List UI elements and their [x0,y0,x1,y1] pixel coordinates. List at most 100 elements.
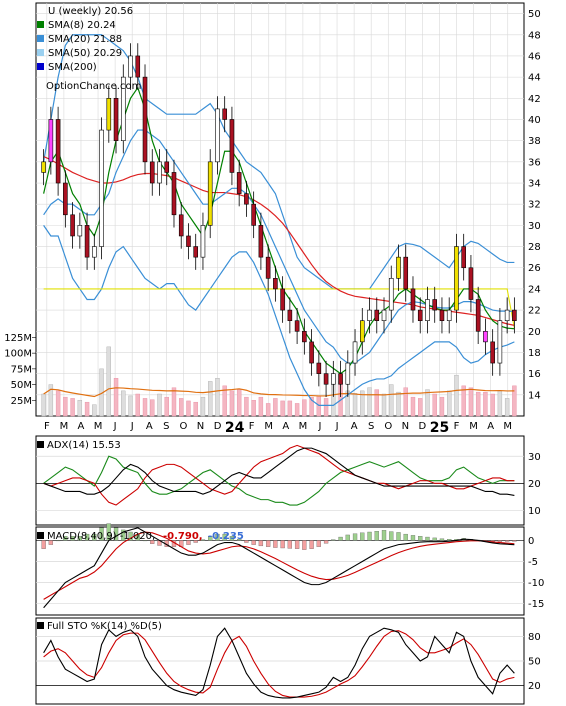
candle-body [403,256,409,290]
macd-histogram-bar [316,540,321,547]
panel-tick-label: -15 [528,599,544,610]
time-axis-label: M [60,421,69,432]
price-tick-label: 34 [528,179,541,190]
volume-bar [447,390,452,417]
macd-histogram-bar [77,536,82,541]
candle-body [164,161,170,173]
macd-histogram-bar [200,539,206,541]
price-tick-label: 16 [528,369,541,380]
candle-body [280,288,285,311]
time-axis-label: J [335,421,339,432]
volume-bar [512,385,517,417]
candle-body [504,309,510,321]
macd-swatch-icon [37,532,44,539]
macd-histogram-bar [186,540,191,545]
price-tick-label: 14 [528,390,541,401]
volume-bar [294,403,300,417]
volume-bar [222,385,227,417]
volume-bar [121,390,126,417]
time-axis-label: M [299,421,308,432]
adx-label: ADX(14) 15.53 [47,440,121,451]
macd-histogram-bar [367,531,372,541]
volume-bar [48,384,54,417]
time-axis-label: M [503,421,512,432]
time-axis-label: F [454,421,460,432]
volume-bar [483,391,488,417]
price-tick-label: 32 [528,200,541,211]
legend-sma8: SMA(8) 20.24 [48,20,116,31]
macd-histogram-bar [504,540,510,542]
macd-histogram-bar [432,537,437,541]
macd-histogram-bar [294,540,300,549]
candle-body [432,299,438,311]
volume-bar [323,398,329,417]
macd-histogram-bar [142,540,148,542]
volume-bar [63,396,68,417]
volume-tick-label: 75M [11,364,32,375]
candle-body [359,320,365,343]
candle-body [345,362,351,385]
candle-body [258,225,264,258]
time-axis-label: M [264,421,273,432]
candle-body [352,341,358,364]
candle-body [157,161,162,184]
macd-label: MACD(8,40,9) -1.020, [47,531,155,542]
candle-body [497,320,503,364]
volume-bar [41,393,46,417]
sto-swatch-icon [37,622,44,629]
volume-bar [236,389,242,417]
volume-bar [135,393,140,417]
candle-body [251,203,256,226]
time-axis-label: A [487,421,494,432]
candle-body [128,55,133,78]
candle-body [316,362,322,374]
panel-tick-label: 0 [528,536,534,547]
macd-hist-value: -0.235 [208,531,244,542]
volume-bar [374,389,379,417]
macd-histogram-bar [381,530,387,541]
candle-body [149,161,155,184]
volume-bar [367,387,372,417]
candle-body [468,267,474,300]
volume-bar [454,374,459,417]
macd-histogram-bar [352,533,358,541]
volume-tick-label: 50M [11,380,32,391]
candle-body [63,182,68,216]
adx-lines [43,444,515,506]
sma8-swatch-icon [37,21,44,28]
volume-bar [461,385,466,417]
time-axis-label: A [146,421,153,432]
volume-bar [77,400,83,417]
macd-histogram-bar [302,540,307,550]
candle-body [265,256,271,279]
volume-bar [497,390,503,417]
time-axis-label: O [179,421,187,432]
price-tick-label: 48 [528,30,541,41]
time-axis-label: F [44,421,50,432]
candle-body [171,172,177,216]
volume-bar [157,393,162,417]
candle-body [512,309,517,321]
price-tick-label: 26 [528,263,541,274]
volume-bar [273,398,278,417]
macd-histogram-bar [128,531,133,541]
volume-bar [258,396,264,417]
candle-body [294,320,300,332]
sma200-swatch-icon [37,63,44,70]
time-axis-label: D [214,421,222,432]
sto-grid [36,636,524,686]
price-tick-label: 46 [528,51,541,62]
candle-body [142,76,148,163]
candle-body [77,225,83,237]
volume-bar [215,378,220,417]
candle-body [193,246,199,258]
legend: U (weekly) 20.56 SMA(8) 20.24 SMA(20) 21… [37,6,141,92]
macd-histogram-bar [229,536,235,541]
panel-tick-label: 80 [528,632,541,643]
candle-body [106,98,112,131]
legend-sma50: SMA(50) 20.29 [48,48,122,59]
candle-body [490,341,495,364]
candle-body [331,373,336,385]
candle-body [439,309,445,321]
